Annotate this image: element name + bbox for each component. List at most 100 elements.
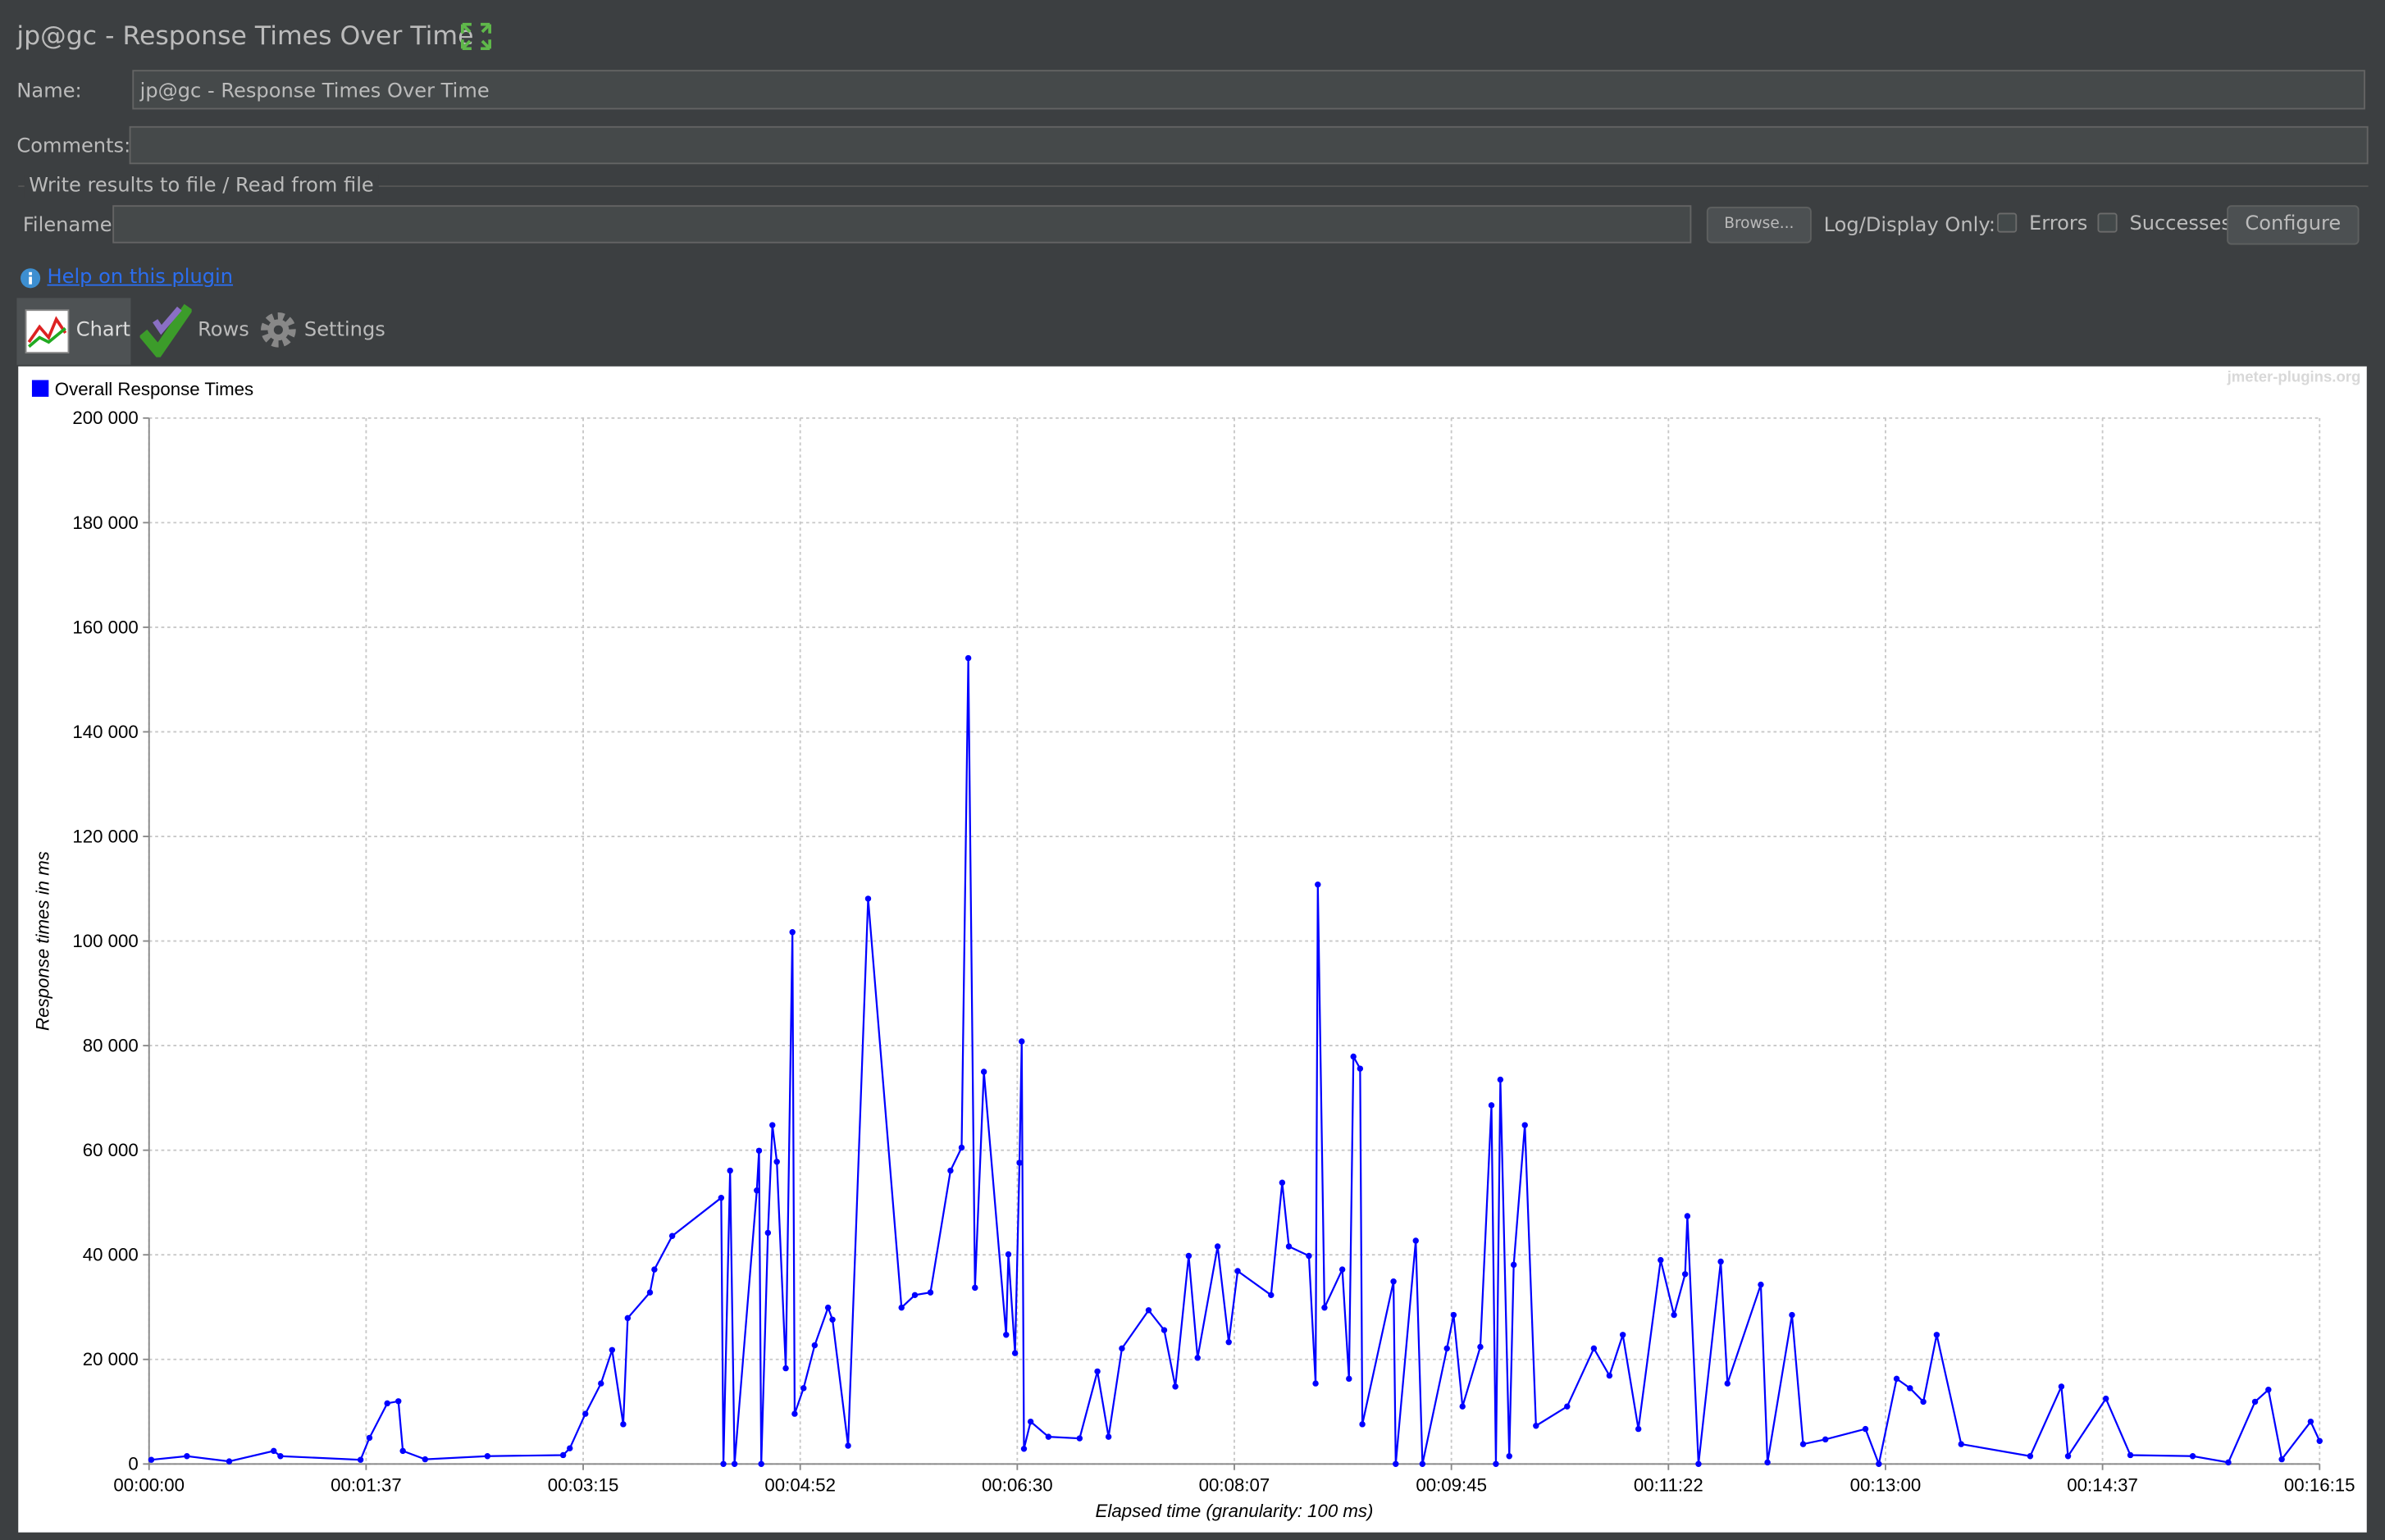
y-tick-label: 60 000	[83, 1140, 139, 1160]
data-point	[1510, 1261, 1517, 1269]
data-point	[773, 1158, 780, 1165]
data-point	[754, 1187, 760, 1194]
tab-settings[interactable]: Settings	[303, 319, 385, 343]
data-point	[1161, 1327, 1168, 1333]
data-point	[1789, 1311, 1795, 1319]
data-point	[1285, 1243, 1293, 1250]
chart-tab-icon	[25, 309, 70, 354]
data-point	[864, 895, 872, 902]
data-point	[758, 1460, 764, 1468]
legend-swatch	[31, 380, 49, 397]
data-point	[755, 1147, 763, 1155]
data-point	[829, 1316, 836, 1323]
data-point	[1185, 1252, 1192, 1260]
data-point	[1488, 1102, 1495, 1109]
data-point	[422, 1456, 429, 1463]
data-point	[1533, 1423, 1539, 1429]
data-point	[2027, 1453, 2034, 1460]
configure-button[interactable]: Configure	[2227, 205, 2360, 245]
info-icon	[21, 268, 41, 289]
data-point	[1920, 1398, 1927, 1406]
data-point	[1764, 1459, 1771, 1466]
data-point	[1119, 1345, 1125, 1352]
data-point	[1450, 1311, 1457, 1319]
y-tick-label: 140 000	[72, 722, 138, 742]
section-title: Write results to file / Read from file	[24, 175, 379, 198]
data-point	[1443, 1345, 1450, 1352]
browse-button[interactable]: Browse...	[1706, 207, 1812, 244]
data-point	[1893, 1375, 1900, 1383]
x-tick-label: 00:08:07	[1199, 1475, 1270, 1496]
data-point	[824, 1304, 832, 1311]
data-point	[764, 1229, 772, 1237]
data-point	[1876, 1460, 1882, 1468]
data-point	[1419, 1460, 1426, 1468]
data-point	[184, 1453, 190, 1460]
data-point	[1671, 1311, 1677, 1319]
data-point	[2225, 1459, 2232, 1466]
data-point	[1681, 1271, 1689, 1278]
data-point	[958, 1144, 965, 1151]
name-field[interactable]: jp@gc - Response Times Over Time	[132, 70, 2365, 110]
data-point	[727, 1167, 733, 1174]
successes-checkbox[interactable]	[2097, 212, 2118, 233]
comments-field[interactable]	[129, 125, 2369, 165]
tab-chart[interactable]: Chart	[75, 319, 131, 343]
y-tick-label: 120 000	[72, 826, 138, 846]
data-point	[1357, 1065, 1364, 1072]
data-point	[1234, 1268, 1241, 1274]
tab-rows[interactable]: Rows	[198, 319, 249, 343]
data-point	[1933, 1332, 1940, 1338]
filename-field[interactable]	[112, 205, 1692, 244]
x-tick-label: 00:13:00	[1850, 1475, 1922, 1496]
data-point	[911, 1292, 919, 1299]
data-point	[782, 1365, 789, 1372]
fullscreen-icon[interactable]	[460, 22, 492, 51]
data-point	[598, 1380, 604, 1387]
x-tick-label: 00:09:45	[1416, 1475, 1487, 1496]
y-tick-label: 100 000	[72, 931, 138, 951]
data-point	[1412, 1237, 1419, 1244]
data-point	[769, 1122, 776, 1128]
data-point	[811, 1342, 819, 1349]
data-point	[1268, 1292, 1275, 1299]
data-point	[2316, 1437, 2323, 1444]
errors-checkbox[interactable]	[1997, 212, 2018, 233]
x-tick-label: 00:14:37	[2067, 1475, 2138, 1496]
errors-label: Errors	[2029, 212, 2088, 236]
data-point	[1393, 1460, 1399, 1468]
data-point	[1390, 1278, 1397, 1285]
data-point	[1862, 1425, 1869, 1433]
x-tick-label: 00:00:00	[113, 1475, 185, 1496]
data-point	[1521, 1122, 1528, 1128]
data-point	[651, 1266, 658, 1273]
data-point	[964, 654, 972, 662]
y-axis-label: Response times in ms	[32, 851, 52, 1031]
data-point	[2278, 1456, 2285, 1463]
data-point	[399, 1447, 406, 1455]
data-point	[1799, 1441, 1807, 1447]
panel-title: jp@gc - Response Times Over Time	[16, 21, 474, 52]
data-point	[731, 1460, 738, 1468]
data-point	[791, 1410, 798, 1417]
data-point	[898, 1304, 905, 1311]
chart: jmeter-plugins.org 0 20 000 40 000 60 000 80…	[18, 366, 2367, 1533]
data-point	[1497, 1076, 1504, 1083]
data-point	[1306, 1252, 1312, 1260]
data-point	[1684, 1213, 1691, 1219]
data-point	[668, 1232, 676, 1239]
data-point	[1011, 1350, 1019, 1356]
data-point	[226, 1458, 233, 1465]
data-point	[1194, 1355, 1201, 1361]
data-point	[1350, 1053, 1357, 1060]
data-point	[1477, 1343, 1484, 1351]
help-link[interactable]: Help on this plugin	[47, 266, 234, 289]
series-line	[151, 658, 2321, 1468]
data-point	[1020, 1446, 1028, 1452]
data-point	[1907, 1385, 1913, 1392]
data-point	[1094, 1368, 1101, 1375]
data-point	[559, 1451, 567, 1459]
data-point	[1958, 1441, 1964, 1447]
data-point	[2064, 1453, 2072, 1460]
